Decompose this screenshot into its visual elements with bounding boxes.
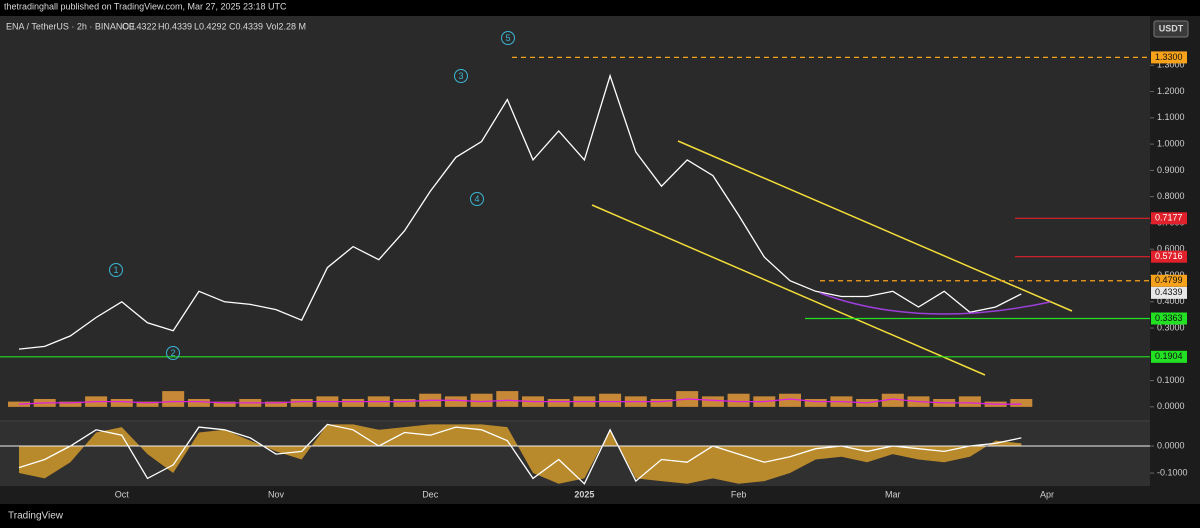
- x-tick-label: Apr: [1040, 489, 1054, 499]
- drawings: [591, 140, 1073, 376]
- wave-circle: [109, 263, 123, 277]
- volume-bar: [136, 401, 159, 407]
- volume-bar: [727, 393, 750, 407]
- series-line: [18, 73, 1022, 350]
- volume-bar: [8, 401, 30, 407]
- y-tick-label: 1.3000: [1157, 60, 1185, 70]
- volume-bar: [1010, 398, 1033, 407]
- close: C0.4339: [229, 21, 263, 31]
- symbol: ENA / TetherUS · 2h · BINANCE: [6, 21, 135, 31]
- volume: Vol2.28 M: [266, 21, 306, 31]
- x-tick-label: Nov: [268, 489, 285, 499]
- price-level-badge: [1151, 312, 1187, 325]
- plot-background: [0, 16, 1150, 486]
- volume-bar: [958, 396, 981, 407]
- y-tick-label: 0.0000: [1157, 401, 1185, 411]
- volume-bar: [162, 391, 185, 407]
- price-level-badge: [1151, 250, 1187, 263]
- volume-bar: [342, 398, 365, 407]
- currency-badge[interactable]: [1153, 20, 1189, 38]
- low: L0.4292: [194, 21, 227, 31]
- y-tick-label: 0.4000: [1157, 296, 1185, 306]
- price-pane: [8, 73, 1033, 407]
- wave-label: 5: [505, 33, 510, 43]
- high: H0.4339: [158, 21, 192, 31]
- oscillator-plot: [0, 423, 1150, 485]
- volume-bar: [393, 398, 416, 407]
- volume-bar: [547, 398, 570, 407]
- wave-label: 4: [474, 194, 479, 204]
- channel-upper: [677, 140, 1073, 312]
- volume-bar: [187, 398, 210, 407]
- volume-bar: [650, 398, 673, 407]
- volume-bar: [290, 398, 313, 407]
- price-level-badge: [1151, 274, 1187, 287]
- price-level-label: 0.4339: [1155, 287, 1183, 297]
- volume-bar: [804, 398, 827, 407]
- y-tick-label: 0.9000: [1157, 165, 1185, 175]
- wave-circle: [166, 346, 180, 360]
- price-level-badge: [1151, 51, 1187, 64]
- volume-bar: [779, 393, 801, 407]
- publisher: thetradinghall published on TradingView.…: [4, 1, 287, 11]
- volume-bar: [881, 393, 904, 407]
- volume-bar: [701, 396, 724, 407]
- series-area: [19, 424, 1022, 484]
- volume-bar: [59, 401, 82, 407]
- y-tick-label: 0.6000: [1157, 244, 1185, 254]
- volume-bar: [444, 396, 467, 407]
- volume-bar: [213, 401, 236, 407]
- y-tick-label: -0.1000: [1157, 467, 1188, 477]
- channel-lower: [591, 204, 986, 376]
- price-level-label: 0.4799: [1155, 275, 1183, 285]
- price-level-badge: [1151, 350, 1187, 363]
- wave-label: 2: [170, 348, 175, 358]
- y-tick-label: 0.3000: [1157, 322, 1185, 332]
- y-tick-label: 0.8000: [1157, 191, 1185, 201]
- volume-bar: [470, 393, 493, 407]
- volume-bar: [265, 401, 287, 407]
- price-level-label: 0.5716: [1155, 251, 1183, 261]
- x-tick-label: Mar: [885, 489, 901, 499]
- x-tick-label: 2025: [574, 489, 594, 499]
- x-tick-label: Oct: [115, 489, 130, 499]
- x-tick-label: Dec: [422, 489, 439, 499]
- wave-label: 3: [458, 71, 463, 81]
- y-tick-label: 1.1000: [1157, 112, 1185, 122]
- volume-bar: [496, 391, 519, 407]
- wave-circle: [470, 192, 484, 206]
- y-tick-label: 0.1000: [1157, 375, 1185, 385]
- currency[interactable]: USDT: [1159, 23, 1184, 33]
- open: O0.4322: [122, 21, 157, 31]
- volume-bar: [599, 393, 622, 407]
- series-line: [18, 398, 1022, 405]
- wave-label: 1: [113, 265, 118, 275]
- price-level-badge: [1151, 286, 1187, 299]
- time-axis: [0, 486, 1200, 504]
- rounding-bottom: [819, 292, 1051, 315]
- y-tick-label: 1.2000: [1157, 86, 1185, 96]
- price-level-badge: [1151, 212, 1187, 225]
- volume-bar: [110, 398, 133, 407]
- price-level-label: 0.1904: [1155, 351, 1183, 361]
- wave-circle: [501, 31, 515, 45]
- footer-logo: TradingView: [8, 511, 64, 522]
- price-level-label: 1.3300: [1155, 52, 1183, 62]
- wave-circle: [454, 69, 468, 83]
- price-level-label: 0.7177: [1155, 213, 1183, 223]
- y-tick-label: 1.0000: [1157, 138, 1185, 148]
- price-level-label: 0.3363: [1155, 313, 1183, 323]
- x-tick-label: Feb: [731, 489, 747, 499]
- y-tick-label: 0.0000: [1157, 440, 1185, 450]
